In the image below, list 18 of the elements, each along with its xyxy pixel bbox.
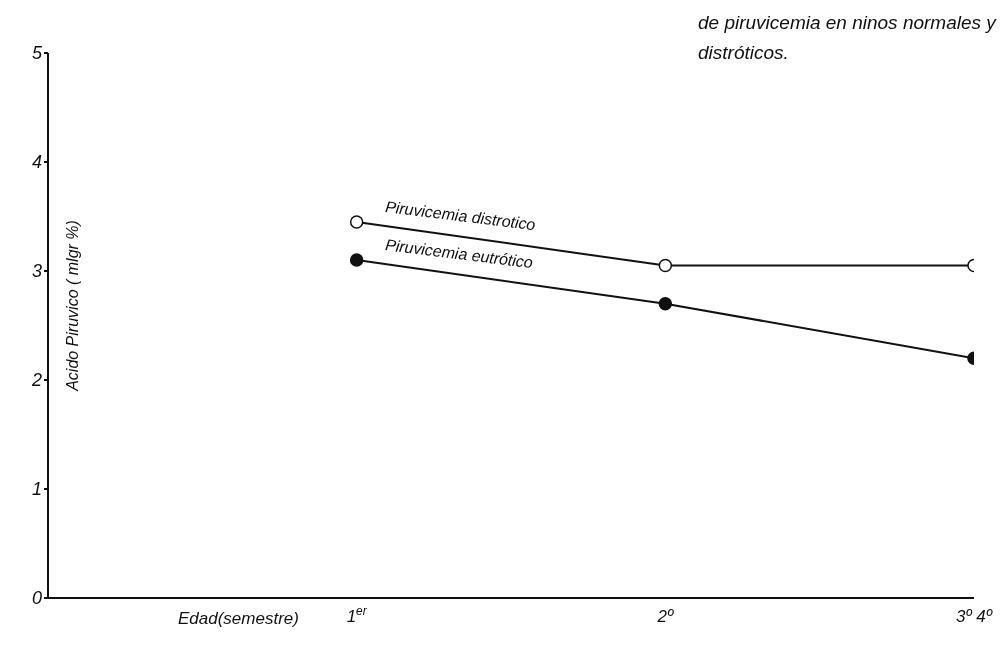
text: Piruvicemia eutrótico — [384, 236, 534, 272]
y-tick-label: 5 — [31, 43, 43, 64]
x-tick-label: 3º 4º — [955, 607, 993, 626]
x-tick-label: 1$^{er}$ — [346, 604, 368, 626]
chart-title: de piruvicemia en ninos normales y distróticos. — [698, 11, 998, 65]
y-tick-label: 3 — [31, 261, 42, 282]
point — [658, 258, 673, 273]
x-tick-label: 2º — [656, 607, 674, 626]
y-tick-label: 0 — [31, 588, 42, 609]
text: Piruvicemia distrotico — [384, 198, 537, 234]
y-tick-label: 1 — [31, 479, 42, 500]
y-tick-label: 4 — [31, 152, 42, 173]
y-axis-title: Acido Piruvico ( mlgr %) — [64, 220, 81, 392]
point — [349, 253, 364, 267]
y-tick-label: 2 — [30, 370, 42, 391]
x-axis-title: Edad(semestre) — [178, 609, 299, 628]
point — [658, 296, 673, 311]
point — [349, 215, 364, 229]
